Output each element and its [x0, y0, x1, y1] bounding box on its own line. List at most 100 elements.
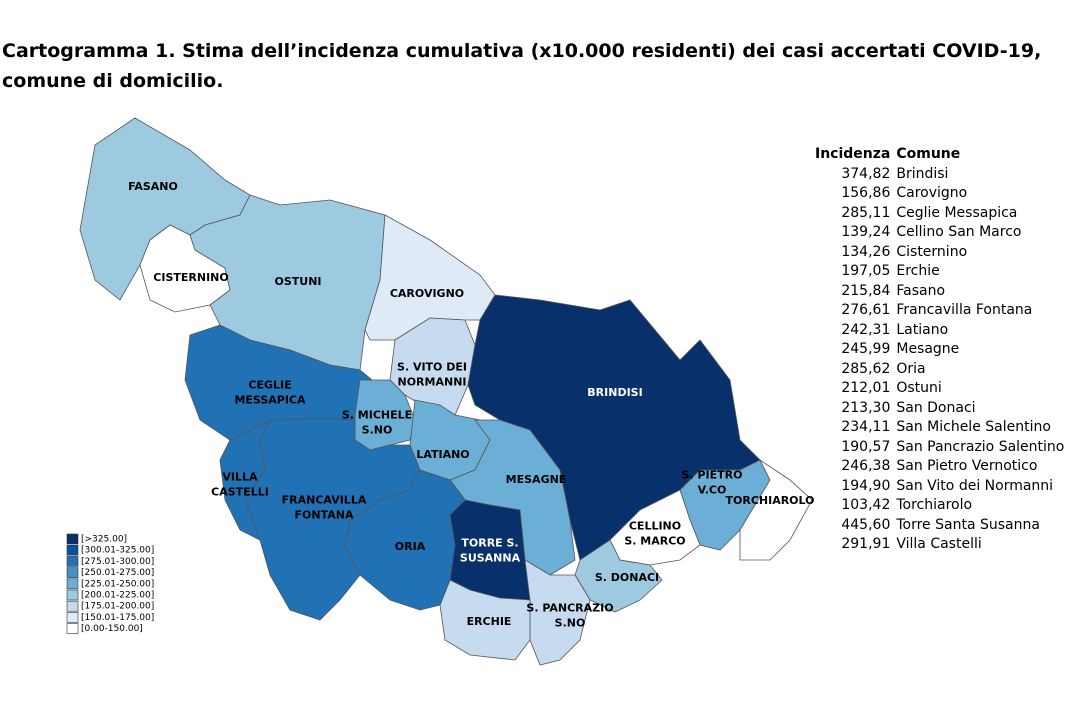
- incidence: 276,61: [841, 302, 891, 318]
- municipality-label: CASTELLI: [211, 486, 269, 499]
- municipality-label: S. MICHELE: [342, 409, 412, 422]
- legend-label: [250.01-275.00]: [81, 568, 154, 578]
- table-row: 139,24 Cellino San Marco: [812, 223, 1067, 243]
- table-header: Incidenza: [815, 146, 891, 162]
- municipality-name: Cisternino: [896, 243, 968, 260]
- municipality-name: Oria: [896, 360, 926, 377]
- table-row: 276,61 Francavilla Fontana: [812, 301, 1067, 321]
- municipality-label: S. DONACI: [595, 571, 659, 584]
- municipality: [219, 419, 271, 541]
- municipality-label: BRINDISI: [587, 386, 642, 399]
- municipality: [449, 499, 531, 601]
- table-row: 213,30 San Donaci: [812, 399, 1067, 419]
- municipality-label: S.NO: [555, 617, 586, 630]
- incidence: 197,05: [841, 263, 891, 279]
- municipality-name: Villa Castelli: [896, 536, 982, 552]
- table-row: 212,01 Ostuni: [812, 379, 1067, 399]
- incidence: 215,84: [841, 282, 891, 299]
- municipality-name: Carovigno: [896, 185, 968, 201]
- incidence: 285,62: [841, 360, 891, 377]
- legend-swatch: [66, 589, 79, 601]
- municipality-label: MESAGNE: [506, 473, 567, 486]
- legend-label: [225.01-250.00]: [81, 579, 154, 589]
- municipality-label: FRANCAVILLA: [282, 494, 367, 507]
- municipality-name: San Pietro Vernotico: [896, 458, 1038, 474]
- municipality-label: VILLA: [222, 471, 258, 484]
- table-row: 134,26 Cisternino: [812, 243, 1067, 263]
- table-row: 445,60 Torre Santa Susanna: [812, 516, 1067, 536]
- table-row: 285,11 Ceglie Messapica: [812, 204, 1067, 224]
- table-row: 197,05 Erchie: [812, 262, 1067, 282]
- municipality-name: Mesagne: [896, 341, 960, 357]
- table-row: 246,38 San Pietro Vernotico: [812, 457, 1067, 477]
- municipality-label: MESSAPICA: [234, 394, 306, 407]
- municipality-name: Francavilla Fontana: [896, 302, 1033, 318]
- municipality-name: San Donaci: [896, 399, 976, 416]
- incidence: 213,30: [841, 399, 891, 416]
- incidence: 103,42: [841, 497, 891, 513]
- legend-swatch: [66, 578, 79, 590]
- municipality-label: CAROVIGNO: [390, 287, 464, 300]
- incidence: 445,60: [841, 516, 891, 533]
- municipality-name: Fasano: [896, 282, 946, 299]
- municipality-name: San Vito dei Normanni: [896, 477, 1054, 494]
- municipality: [739, 458, 813, 561]
- table-row: 285,62 Oria: [812, 360, 1067, 380]
- table-row: 234,11 San Michele Salentino: [812, 418, 1067, 438]
- municipality-name: San Pancrazio Salentino: [896, 438, 1065, 455]
- incidence: 374,82: [841, 165, 891, 182]
- municipality-label: FASANO: [128, 180, 178, 193]
- legend-swatch: [66, 533, 79, 545]
- municipality-name: San Michele Salentino: [896, 419, 1051, 435]
- legend-swatch: [66, 556, 79, 567]
- municipality-label: CEGLIE: [248, 379, 291, 392]
- municipality-label: FONTANA: [295, 509, 354, 522]
- municipality-name: Latiano: [896, 321, 949, 338]
- legend-label: [200.01-225.00]: [81, 591, 154, 601]
- municipality-label: S. MARCO: [624, 535, 685, 548]
- legend-label: [150.01-175.00]: [81, 613, 154, 623]
- table-row: 194,90 San Vito dei Normanni: [812, 477, 1067, 497]
- municipality-label: V.CO: [698, 484, 727, 497]
- table-row: 215,84 Fasano: [812, 282, 1067, 302]
- table-row: 156,86 Carovigno: [812, 184, 1067, 204]
- incidence: 242,31: [841, 321, 891, 338]
- municipality-label: S.NO: [362, 424, 393, 437]
- incidence: 291,91: [841, 536, 891, 552]
- table-row: 245,99 Mesagne: [812, 340, 1067, 360]
- legend-swatch: [66, 623, 79, 634]
- municipality-label: NORMANNI: [398, 376, 467, 389]
- table-header: Comune: [896, 146, 961, 162]
- municipality: [524, 559, 591, 666]
- municipality-label: CISTERNINO: [153, 271, 228, 284]
- municipality-label: S. VITO DEI: [397, 361, 467, 374]
- legend-swatch: [66, 612, 79, 623]
- municipality-label: TORRE S.: [461, 537, 518, 550]
- incidence: 134,26: [841, 243, 891, 260]
- table-row: 291,91 Villa Castelli: [812, 535, 1067, 555]
- incidence: 139,24: [841, 224, 891, 240]
- municipality-label: SUSANNA: [460, 552, 521, 565]
- municipality-label: LATIANO: [416, 448, 469, 461]
- municipality-label: ORIA: [395, 540, 426, 553]
- incidence: 212,01: [841, 380, 891, 396]
- incidence: 190,57: [841, 438, 891, 455]
- incidence: 234,11: [841, 419, 891, 435]
- incidence: 285,11: [841, 204, 891, 221]
- legend-label: [>325.00]: [81, 535, 127, 545]
- title: Cartogramma 1. Stima dell’incidenza cumu…: [2, 36, 1041, 96]
- title-line: Cartogramma 1. Stima dell’incidenza cumu…: [2, 40, 1042, 62]
- municipality-name: Ostuni: [896, 380, 942, 396]
- legend-swatch: [66, 567, 79, 578]
- incidence: 246,38: [841, 458, 891, 474]
- legend-label: [275.01-300.00]: [81, 557, 154, 567]
- municipality-name: Brindisi: [896, 165, 949, 182]
- municipality-name: Torchiarolo: [896, 497, 973, 513]
- incidence: 156,86: [841, 185, 891, 201]
- incidence: 194,90: [841, 477, 891, 494]
- municipality-name: Erchie: [896, 263, 940, 279]
- municipality-name: Torre Santa Susanna: [896, 516, 1040, 533]
- municipality: [439, 579, 531, 661]
